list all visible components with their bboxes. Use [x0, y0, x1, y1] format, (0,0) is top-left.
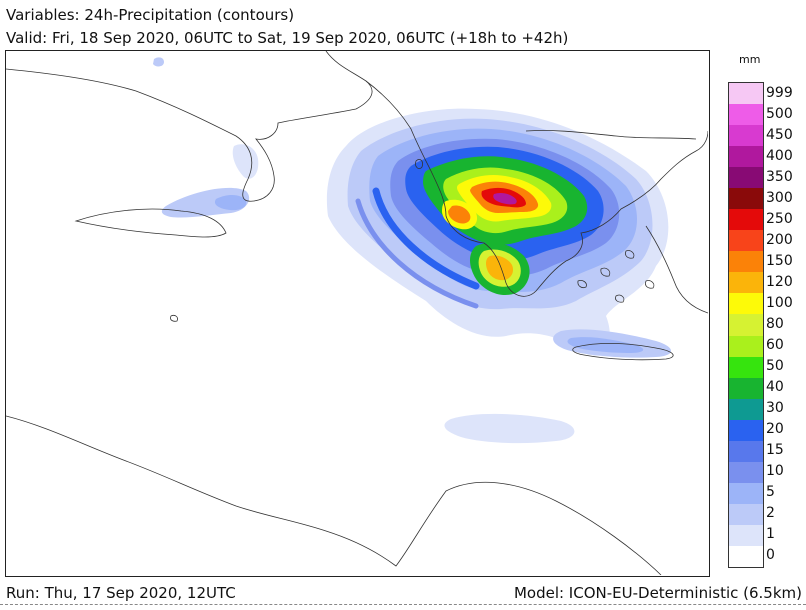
precip-arc-ionian	[372, 187, 480, 290]
coast-sicily	[74, 208, 227, 238]
coast-isl2	[600, 267, 611, 277]
legend-swatch	[729, 251, 763, 273]
coastlines	[6, 51, 708, 575]
coast-isl4	[615, 294, 625, 303]
legend-swatch	[729, 482, 763, 505]
legend-level-label: 450	[766, 126, 793, 143]
legend-swatch	[729, 167, 763, 189]
legend-level-label: 250	[766, 210, 793, 227]
precip-arc-ionian-outer	[355, 198, 479, 309]
legend-level-label: 15	[766, 442, 784, 459]
legend-swatch	[729, 104, 763, 126]
precip-area-calabria	[232, 144, 259, 179]
coast-isl3	[625, 250, 635, 259]
precip-area-libya	[444, 413, 575, 444]
precip-area-pelop-120mm	[486, 255, 514, 281]
coast-malta	[170, 314, 178, 322]
legend-level-label: 200	[766, 231, 793, 248]
legend-swatch	[729, 461, 763, 484]
coast-isl5	[645, 280, 655, 289]
coast-balkans	[365, 80, 432, 172]
precip-area-sicily	[161, 187, 250, 218]
legend-swatch	[729, 209, 763, 231]
precip-area-400mm	[493, 192, 517, 205]
precip-area-crete-inner	[567, 337, 644, 353]
legend-swatch	[729, 188, 763, 210]
legend-level-label: 999	[766, 84, 793, 101]
coast-aegean-n	[525, 130, 697, 140]
legend-level-label: 40	[766, 379, 784, 396]
precip-area-west-150mm	[448, 205, 471, 224]
coast-greece	[430, 130, 708, 297]
precip-area-sicily-inner	[214, 195, 247, 211]
precipitation-legend	[728, 82, 764, 568]
legend-level-label: 60	[766, 337, 784, 354]
coast-turkey	[645, 225, 708, 314]
legend-level-label: 150	[766, 252, 793, 269]
legend-swatch	[729, 125, 763, 147]
legend-swatch	[729, 440, 763, 463]
legend-level-label: 400	[766, 147, 793, 164]
legend-swatch	[729, 524, 763, 547]
legend-level-label: 30	[766, 400, 784, 417]
footer-divider	[0, 604, 806, 605]
coast-crete	[572, 342, 674, 361]
legend-swatch	[729, 272, 763, 294]
legend-level-label: 100	[766, 294, 793, 311]
legend-level-label: 1	[766, 526, 775, 543]
legend-swatch	[729, 335, 763, 358]
legend-level-label: 50	[766, 358, 784, 375]
precipitation-field	[153, 57, 671, 444]
legend-swatch	[729, 419, 763, 442]
coast-isl1	[577, 280, 587, 289]
legend-level-label: 120	[766, 273, 793, 290]
map-variables-label: Variables: 24h-Precipitation (contours)	[6, 6, 295, 24]
legend-level-label: 2	[766, 505, 775, 522]
legend-swatch	[729, 377, 763, 400]
legend-level-label: 350	[766, 168, 793, 185]
legend-level-label: 500	[766, 105, 793, 122]
coast-corfu	[415, 159, 423, 169]
legend-swatch	[729, 545, 763, 568]
legend-level-label: 300	[766, 189, 793, 206]
legend-unit-label: mm	[739, 53, 761, 66]
legend-swatch	[729, 293, 763, 315]
model-name-label: Model: ICON-EU-Deterministic (6.5km)	[513, 584, 802, 602]
model-run-label: Run: Thu, 17 Sep 2020, 12UTC	[6, 584, 236, 602]
legend-swatch	[729, 398, 763, 421]
legend-swatch	[729, 83, 763, 105]
legend-swatch	[729, 314, 763, 336]
precipitation-map	[5, 50, 710, 577]
legend-swatch	[729, 503, 763, 526]
legend-level-label: 80	[766, 316, 784, 332]
legend-level-label: 0	[766, 547, 775, 564]
coast-africa	[6, 415, 662, 575]
precip-area-top	[153, 57, 164, 67]
coast-italy	[6, 51, 373, 202]
map-valid-time-label: Valid: Fri, 18 Sep 2020, 06UTC to Sat, 1…	[6, 29, 569, 47]
legend-level-label: 10	[766, 463, 784, 480]
legend-swatch	[729, 356, 763, 379]
map-canvas	[6, 51, 708, 575]
legend-swatch	[729, 146, 763, 168]
legend-swatch	[729, 230, 763, 252]
legend-level-label: 5	[766, 484, 775, 501]
legend-level-label: 20	[766, 421, 784, 438]
